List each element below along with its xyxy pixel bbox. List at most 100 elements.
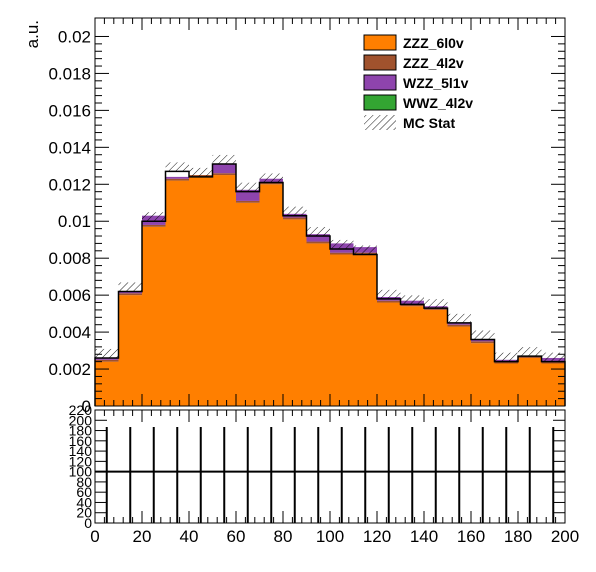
mc-stat-hatch <box>165 162 189 172</box>
legend-label: MC Stat <box>403 115 455 131</box>
mc-stat-hatch <box>212 154 236 164</box>
x-tick-label: 60 <box>227 527 246 546</box>
bar-segment <box>212 175 236 406</box>
y-tick-label: 0.006 <box>48 286 91 305</box>
bar-segment <box>330 254 354 406</box>
bar-segment <box>353 254 377 406</box>
bar-segment <box>330 252 354 255</box>
mc-stat-hatch <box>95 348 119 358</box>
mc-stat-band <box>95 154 565 362</box>
ratio-y-tick-label: 120 <box>69 453 93 469</box>
mc-stat-hatch <box>118 282 142 292</box>
bar-segment <box>283 217 307 220</box>
bar-segment <box>541 361 565 364</box>
x-tick-label: 200 <box>551 527 579 546</box>
total-histogram-outline <box>94 163 566 406</box>
ratio-y-tick-label: 100 <box>69 464 93 480</box>
x-axis-ticks: 0 20 40 60 80 100 120 140 160 180 200 <box>90 410 579 546</box>
mc-stat-hatch <box>400 295 424 305</box>
legend-label: WWZ_4l2v <box>403 95 473 111</box>
x-tick-label: 120 <box>363 527 391 546</box>
bar-segment <box>518 356 542 358</box>
bar-segment <box>189 176 213 406</box>
legend: ZZZ_6l0v ZZZ_4l2v WZZ_5l1v WWZ_4l2v MC Stat <box>363 34 473 131</box>
bar-segment <box>118 291 142 294</box>
mc-stat-hatch <box>353 245 377 255</box>
ratio-y-tick-label: 40 <box>76 494 92 510</box>
bar-segment <box>377 302 401 406</box>
bar-segment <box>142 226 166 406</box>
ratio-y-tick-label: 20 <box>76 505 92 521</box>
x-axis-ticks-top <box>94 18 566 406</box>
legend-swatch <box>363 34 397 51</box>
mc-stat-hatch <box>447 313 471 323</box>
y-tick-label: 0.012 <box>48 175 91 194</box>
mc-stat-hatch <box>259 173 283 183</box>
y-axis-title: a.u. <box>23 20 42 48</box>
x-tick-label: 40 <box>180 527 199 546</box>
legend-swatch <box>363 54 397 71</box>
x-tick-label: 180 <box>504 527 532 546</box>
mc-stat-hatch <box>142 212 166 222</box>
bar-segment <box>142 224 166 227</box>
mc-stat-hatch <box>541 352 565 362</box>
bar-segment <box>471 343 495 406</box>
ratio-y-tick-label: 140 <box>69 443 93 459</box>
bar-segment <box>165 176 189 179</box>
bar-segment <box>424 309 448 406</box>
legend-label: ZZZ_4l2v <box>403 55 464 71</box>
y-tick-label: 0.004 <box>48 323 91 342</box>
bar-segment <box>447 324 471 327</box>
legend-hatch-swatch <box>364 115 396 130</box>
ratio-y-tick-label: 0 <box>84 515 92 531</box>
stacked-histogram <box>95 163 565 406</box>
bar-segment <box>541 363 565 406</box>
bar-segment <box>447 322 471 325</box>
bar-segment <box>377 300 401 303</box>
bar-segment <box>471 339 495 342</box>
mc-stat-hatch <box>236 182 260 192</box>
bar-segment <box>306 243 330 406</box>
bar-segment <box>259 184 283 406</box>
bar-segment <box>494 361 518 364</box>
bar-segment <box>236 200 260 203</box>
y-tick-label: 0.014 <box>48 138 91 157</box>
ratio-y-tick-label: 80 <box>76 474 92 490</box>
mc-stat-hatch <box>330 239 354 249</box>
bar-segment <box>494 363 518 406</box>
bar-segment <box>212 173 236 176</box>
bar-segment <box>95 361 119 406</box>
x-tick-label: 140 <box>410 527 438 546</box>
mc-stat-hatch <box>377 289 401 299</box>
x-tick-label: 20 <box>133 527 152 546</box>
y-tick-label: 0.008 <box>48 249 91 268</box>
legend-label: WZZ_5l1v <box>403 75 469 91</box>
bar-segment <box>306 241 330 244</box>
y-tick-label: 0.018 <box>48 64 91 83</box>
bar-segment <box>283 219 307 406</box>
bar-segment <box>165 178 189 181</box>
x-tick-label: 80 <box>274 527 293 546</box>
bar-segment <box>236 202 260 406</box>
mc-stat-hatch <box>283 206 307 216</box>
x-tick-label: 160 <box>457 527 485 546</box>
main-plot-panel: 0 0.002 0.004 0.006 0.008 0.01 0.012 0.014 0.016… <box>23 17 566 416</box>
bar-segment <box>212 163 236 174</box>
bar-segment <box>95 359 119 362</box>
bar-segment <box>471 341 495 344</box>
bar-segment <box>118 293 142 296</box>
y-tick-label: 0.002 <box>48 360 91 379</box>
y-tick-label: 0 <box>82 397 91 416</box>
ratio-y-tick-label: 220 <box>69 402 93 418</box>
bar-segment <box>95 357 119 360</box>
legend-swatch <box>363 74 397 91</box>
bar-segment <box>400 304 424 307</box>
bar-segment <box>236 189 260 201</box>
legend-swatch <box>363 94 397 111</box>
x-tick-label: 0 <box>90 527 99 546</box>
bar-segment <box>306 234 330 242</box>
bar-segment <box>447 326 471 406</box>
